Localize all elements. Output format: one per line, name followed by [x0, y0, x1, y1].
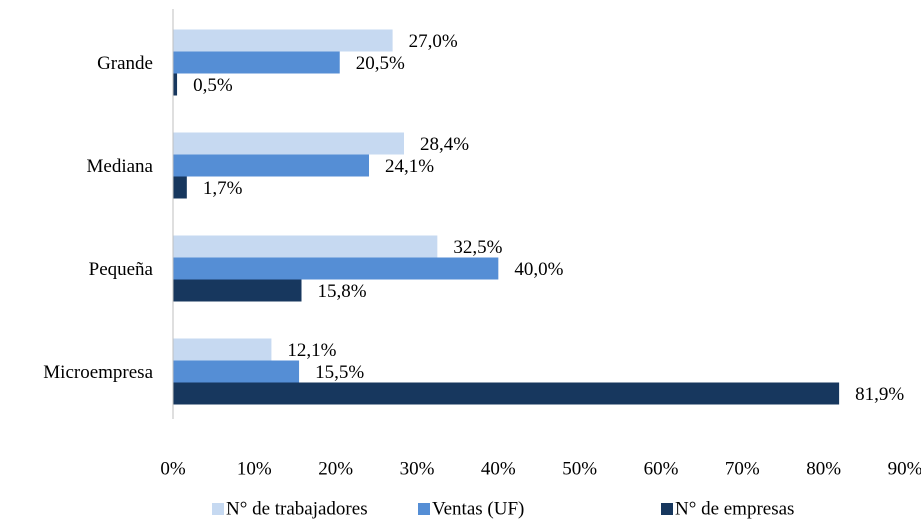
legend-label: Ventas (UF) — [432, 498, 524, 519]
x-tick-label: 10% — [237, 458, 272, 479]
data-label: 15,8% — [318, 281, 367, 302]
data-label: 15,5% — [315, 362, 364, 383]
bar — [173, 382, 840, 405]
data-label: 28,4% — [420, 134, 469, 155]
bar — [173, 132, 404, 155]
data-label: 40,0% — [514, 259, 563, 280]
x-tick-label: 60% — [644, 458, 679, 479]
bar — [173, 257, 499, 280]
data-label: 0,5% — [193, 75, 233, 96]
x-tick-label: 20% — [318, 458, 353, 479]
y-tick-label: Mediana — [87, 156, 154, 177]
legend-swatch — [418, 503, 430, 515]
bar — [173, 338, 272, 361]
bar — [173, 51, 340, 74]
bar — [173, 360, 300, 383]
bar — [173, 279, 302, 302]
legend-swatch — [212, 503, 224, 515]
data-label: 12,1% — [287, 340, 336, 361]
x-tick-label: 0% — [160, 458, 186, 479]
y-tick-label: Grande — [97, 53, 153, 74]
bar — [173, 29, 393, 52]
legend-label: N° de empresas — [675, 498, 794, 519]
data-label: 24,1% — [385, 156, 434, 177]
x-tick-label: 40% — [481, 458, 516, 479]
data-label: 20,5% — [356, 53, 405, 74]
x-tick-label: 80% — [806, 458, 841, 479]
x-tick-label: 70% — [725, 458, 760, 479]
data-label: 27,0% — [409, 31, 458, 52]
x-tick-label: 90% — [888, 458, 921, 479]
legend-label: N° de trabajadores — [226, 498, 368, 519]
y-tick-label: Microempresa — [43, 362, 153, 383]
y-tick-label: Pequeña — [89, 259, 154, 280]
x-tick-label: 50% — [562, 458, 597, 479]
legend-swatch — [661, 503, 673, 515]
bar — [173, 73, 178, 96]
bar — [173, 235, 438, 258]
bar — [173, 176, 187, 199]
data-label: 1,7% — [203, 178, 243, 199]
data-label: 81,9% — [855, 384, 904, 405]
data-label: 32,5% — [453, 237, 502, 258]
bar — [173, 154, 370, 177]
x-tick-label: 30% — [400, 458, 435, 479]
